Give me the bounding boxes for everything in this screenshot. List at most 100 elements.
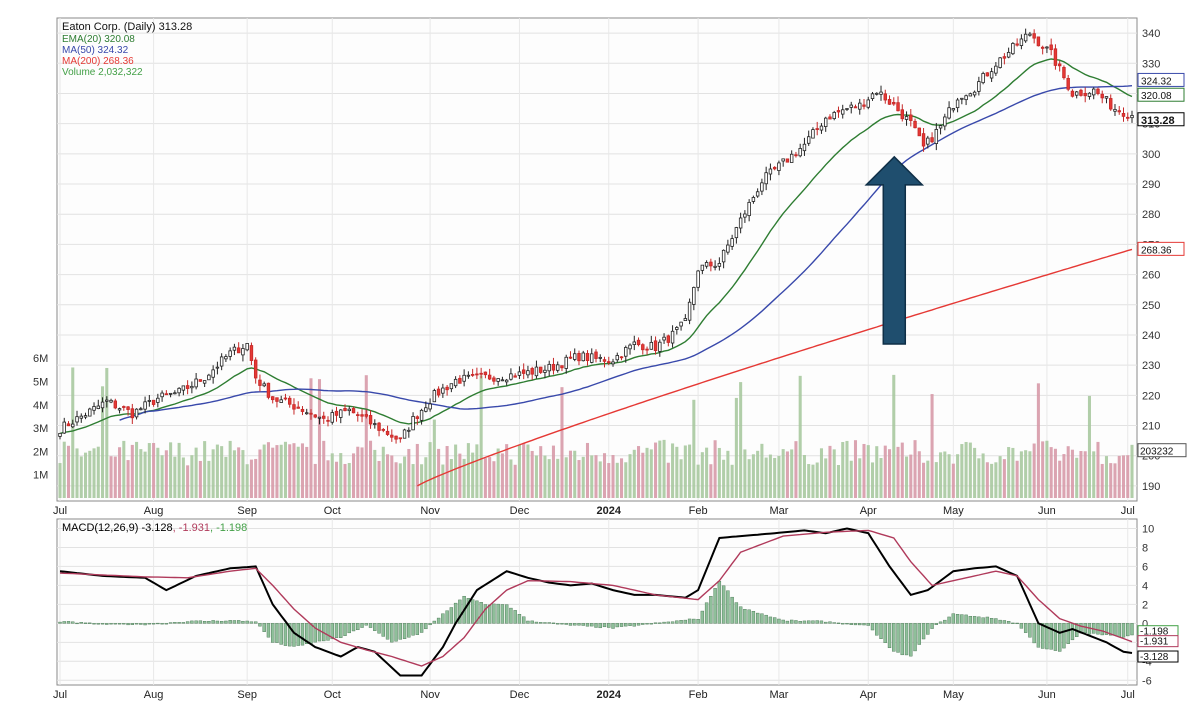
volume-bar — [743, 449, 747, 498]
macd-tag-box — [1137, 650, 1179, 663]
macd-histogram-bar — [1117, 623, 1121, 638]
macd-histogram-bar — [168, 622, 173, 624]
candle-body — [419, 409, 424, 421]
macd-gridlines — [57, 519, 1137, 685]
volume-bar — [139, 449, 143, 498]
candle-body — [547, 363, 551, 372]
macd-histogram-bar — [738, 606, 743, 624]
macd-histogram-bar — [896, 623, 900, 653]
macd-histogram-bar — [590, 623, 594, 627]
x-tick-label: Dec — [510, 689, 530, 701]
candle-body — [424, 407, 428, 412]
candle-body — [560, 365, 564, 369]
volume-bar — [1053, 448, 1057, 498]
macd-line — [59, 527, 1133, 677]
volume-bar — [360, 447, 364, 498]
volume-bar — [500, 453, 504, 498]
macd-histogram-bar — [347, 623, 351, 634]
macd-histogram-bar — [807, 620, 811, 624]
volume-bar — [475, 444, 479, 498]
volume-bar — [1019, 451, 1023, 498]
ma200-line — [416, 248, 1133, 487]
macd-histogram-bar — [147, 623, 152, 625]
macd-histogram-bar — [241, 620, 245, 624]
candle-body — [798, 148, 802, 157]
candle-body — [100, 401, 105, 409]
volume-bar — [726, 450, 730, 498]
candle-body — [62, 421, 66, 434]
macd-histogram-bar — [258, 623, 262, 627]
candle-body — [726, 244, 730, 253]
volume-bar — [309, 378, 313, 498]
macd-histogram-bar — [390, 623, 394, 643]
macd-histogram-bar — [836, 622, 841, 624]
volume-bar — [905, 456, 909, 498]
candle-body — [470, 374, 475, 376]
macd-histogram-bar — [794, 620, 798, 624]
candle-body — [594, 351, 598, 359]
volume-bar — [258, 449, 262, 498]
macd-histogram-bar — [245, 620, 249, 624]
volume-bar — [922, 462, 926, 498]
volume-bar — [109, 456, 113, 498]
macd-histogram-bar — [253, 621, 258, 624]
macd-histogram-bar — [862, 623, 866, 626]
volume-bar — [96, 446, 100, 498]
volume-bar — [581, 456, 585, 498]
candle-body — [700, 264, 705, 271]
macd-histogram-bar — [594, 623, 598, 628]
volume-bar — [279, 444, 283, 498]
volume-bar — [122, 440, 126, 498]
macd-histogram-bar — [658, 622, 662, 624]
macd-histogram-bar — [211, 620, 215, 624]
x-tick-label: Feb — [689, 505, 708, 517]
macd-histogram-bar — [419, 623, 424, 633]
volume-bar — [585, 442, 590, 498]
macd-histogram-bar — [653, 622, 658, 624]
candle-body — [653, 340, 658, 352]
volume-bar — [1041, 441, 1045, 498]
candle-body — [730, 238, 734, 247]
macd-histogram-bar — [530, 620, 534, 624]
candle-body — [658, 341, 662, 352]
candle-body — [79, 415, 83, 419]
volume-bar — [118, 447, 122, 498]
volume-bar — [1066, 446, 1070, 498]
macd-histogram-bar — [717, 581, 722, 624]
candle-body — [636, 339, 641, 346]
x-tick-label: Aug — [144, 689, 164, 701]
volume-bar — [815, 462, 819, 498]
macd-histogram-bar — [943, 619, 947, 624]
macd-histogram-bar — [994, 618, 998, 624]
volume-bar — [147, 443, 151, 498]
candle-body — [66, 423, 71, 427]
macd-histogram-bar — [151, 623, 156, 625]
candle-body — [462, 374, 466, 382]
candle-body — [211, 369, 215, 378]
macd-histogram-bar — [113, 623, 117, 625]
candle-body — [177, 387, 181, 394]
volume-bar — [530, 450, 534, 498]
candle-body — [236, 347, 241, 354]
volume-bar — [241, 450, 245, 498]
volume-bar — [909, 454, 913, 498]
volume-bar — [611, 455, 615, 498]
volume-bar — [845, 440, 849, 498]
volume-bar — [973, 447, 977, 498]
legend-volume: Volume 2,032,322 — [62, 67, 143, 78]
candle-body — [764, 172, 768, 185]
volume-bar — [968, 442, 972, 498]
candle-body — [943, 116, 947, 127]
macd-histogram-bar — [58, 621, 62, 624]
candle-body — [253, 359, 258, 379]
candle-body — [866, 99, 870, 108]
candle-body — [989, 71, 994, 79]
macd-histogram-bar — [1109, 623, 1113, 636]
x-tick-label: 2024 — [597, 505, 622, 517]
macd-histogram-bar — [66, 621, 71, 624]
candle-body — [675, 327, 679, 330]
volume-bar — [896, 446, 900, 498]
macd-histogram-bar — [670, 621, 675, 624]
macd-tick-label: 6 — [1142, 561, 1148, 573]
volume-bar — [254, 458, 258, 498]
